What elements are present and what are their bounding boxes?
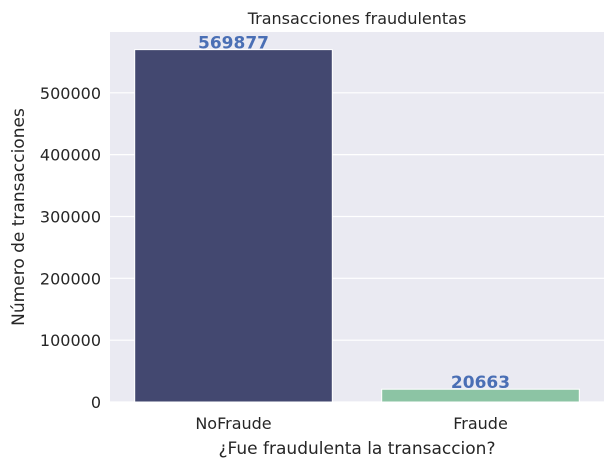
y-tick-label: 100000 (40, 331, 101, 350)
y-tick-label: 500000 (40, 84, 101, 103)
y-tick-label: 200000 (40, 269, 101, 288)
x-axis-label: ¿Fue fraudulenta la transaccion? (219, 439, 496, 459)
bar-fraude (381, 388, 580, 403)
x-tick-label: NoFraude (195, 414, 271, 433)
bar-nofraude (134, 49, 333, 403)
bars (134, 49, 580, 403)
data-label-fraude: 20663 (451, 373, 510, 393)
data-labels: 569877 20663 (198, 34, 510, 394)
chart-title: Transacciones fraudulentas (247, 9, 467, 28)
y-tick-label: 0 (91, 393, 101, 412)
y-tick-label: 300000 (40, 207, 101, 226)
y-axis-ticks: 0 100000 200000 300000 400000 500000 (40, 84, 101, 412)
y-tick-label: 400000 (40, 146, 101, 165)
x-tick-label: Fraude (453, 414, 508, 433)
y-axis-label: Número de transacciones (9, 108, 29, 326)
data-label-nofraude: 569877 (198, 34, 269, 54)
x-axis-ticks: NoFraude Fraude (195, 414, 507, 433)
